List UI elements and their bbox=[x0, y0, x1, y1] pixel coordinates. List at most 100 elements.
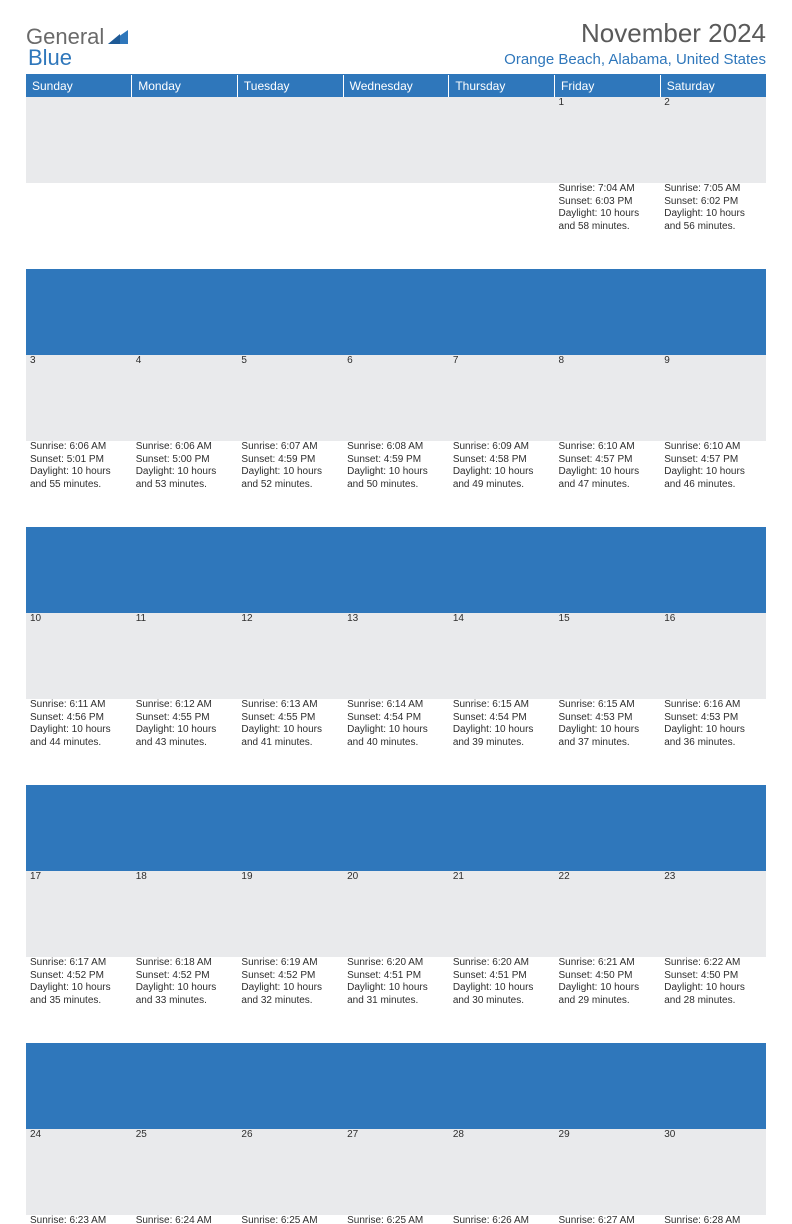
week-separator bbox=[26, 1043, 766, 1129]
day-cell: Sunrise: 6:23 AMSunset: 4:50 PMDaylight:… bbox=[26, 1215, 132, 1224]
daylight-text-2: and 31 minutes. bbox=[347, 995, 445, 1008]
calendar-body: 12Sunrise: 7:04 AMSunset: 6:03 PMDayligh… bbox=[26, 97, 766, 1224]
sunset-text: Sunset: 4:57 PM bbox=[664, 454, 762, 467]
daylight-text-2: and 29 minutes. bbox=[559, 995, 657, 1008]
day-cell: Sunrise: 7:04 AMSunset: 6:03 PMDaylight:… bbox=[555, 183, 661, 269]
day-cell bbox=[237, 183, 343, 269]
daylight-text-1: Daylight: 10 hours bbox=[30, 724, 128, 737]
day-number-row: 12 bbox=[26, 97, 766, 183]
sunrise-text: Sunrise: 6:23 AM bbox=[30, 1215, 128, 1224]
day-detail-row: Sunrise: 6:06 AMSunset: 5:01 PMDaylight:… bbox=[26, 441, 766, 527]
sunrise-text: Sunrise: 6:27 AM bbox=[559, 1215, 657, 1224]
daylight-text-2: and 32 minutes. bbox=[241, 995, 339, 1008]
day-cell: Sunrise: 6:22 AMSunset: 4:50 PMDaylight:… bbox=[660, 957, 766, 1043]
sunset-text: Sunset: 6:03 PM bbox=[559, 196, 657, 209]
daylight-text-2: and 41 minutes. bbox=[241, 737, 339, 750]
sunrise-text: Sunrise: 6:10 AM bbox=[664, 441, 762, 454]
day-number-cell: 9 bbox=[660, 355, 766, 441]
daylight-text-1: Daylight: 10 hours bbox=[559, 466, 657, 479]
daylight-text-2: and 37 minutes. bbox=[559, 737, 657, 750]
day-number-cell bbox=[237, 97, 343, 183]
day-cell: Sunrise: 6:20 AMSunset: 4:51 PMDaylight:… bbox=[449, 957, 555, 1043]
daylight-text-1: Daylight: 10 hours bbox=[559, 724, 657, 737]
calendar-page: General November 2024 Orange Beach, Alab… bbox=[0, 0, 792, 1224]
day-number-cell bbox=[343, 97, 449, 183]
day-cell: Sunrise: 6:17 AMSunset: 4:52 PMDaylight:… bbox=[26, 957, 132, 1043]
day-number-cell: 16 bbox=[660, 613, 766, 699]
logo-triangle-icon bbox=[108, 30, 128, 44]
day-number-cell: 14 bbox=[449, 613, 555, 699]
sunrise-text: Sunrise: 6:28 AM bbox=[664, 1215, 762, 1224]
daylight-text-1: Daylight: 10 hours bbox=[664, 208, 762, 221]
sunrise-text: Sunrise: 6:25 AM bbox=[241, 1215, 339, 1224]
sunrise-text: Sunrise: 6:26 AM bbox=[453, 1215, 551, 1224]
logo-text-blue: Blue bbox=[28, 45, 72, 71]
sunset-text: Sunset: 4:59 PM bbox=[241, 454, 339, 467]
sunset-text: Sunset: 4:55 PM bbox=[136, 712, 234, 725]
day-number-cell: 3 bbox=[26, 355, 132, 441]
daylight-text-1: Daylight: 10 hours bbox=[347, 724, 445, 737]
day-number-cell: 21 bbox=[449, 871, 555, 957]
day-number-cell: 6 bbox=[343, 355, 449, 441]
sunset-text: Sunset: 5:00 PM bbox=[136, 454, 234, 467]
day-cell: Sunrise: 6:21 AMSunset: 4:50 PMDaylight:… bbox=[555, 957, 661, 1043]
day-cell: Sunrise: 6:15 AMSunset: 4:54 PMDaylight:… bbox=[449, 699, 555, 785]
day-number-cell: 24 bbox=[26, 1129, 132, 1215]
daylight-text-2: and 30 minutes. bbox=[453, 995, 551, 1008]
sunrise-text: Sunrise: 7:05 AM bbox=[664, 183, 762, 196]
day-number-row: 17181920212223 bbox=[26, 871, 766, 957]
day-number-cell: 15 bbox=[555, 613, 661, 699]
sunset-text: Sunset: 6:02 PM bbox=[664, 196, 762, 209]
sunset-text: Sunset: 4:52 PM bbox=[241, 970, 339, 983]
sunrise-text: Sunrise: 6:13 AM bbox=[241, 699, 339, 712]
sunrise-text: Sunrise: 6:15 AM bbox=[559, 699, 657, 712]
day-number-row: 3456789 bbox=[26, 355, 766, 441]
sunrise-text: Sunrise: 6:12 AM bbox=[136, 699, 234, 712]
sunrise-text: Sunrise: 6:08 AM bbox=[347, 441, 445, 454]
day-cell: Sunrise: 6:15 AMSunset: 4:53 PMDaylight:… bbox=[555, 699, 661, 785]
day-cell: Sunrise: 6:24 AMSunset: 4:50 PMDaylight:… bbox=[132, 1215, 238, 1224]
sunset-text: Sunset: 4:54 PM bbox=[453, 712, 551, 725]
daylight-text-2: and 28 minutes. bbox=[664, 995, 762, 1008]
day-cell: Sunrise: 6:09 AMSunset: 4:58 PMDaylight:… bbox=[449, 441, 555, 527]
daylight-text-2: and 35 minutes. bbox=[30, 995, 128, 1008]
weekday-header: Thursday bbox=[449, 75, 555, 97]
sunrise-text: Sunrise: 6:20 AM bbox=[347, 957, 445, 970]
daylight-text-2: and 55 minutes. bbox=[30, 479, 128, 492]
day-number-cell: 5 bbox=[237, 355, 343, 441]
day-cell: Sunrise: 6:07 AMSunset: 4:59 PMDaylight:… bbox=[237, 441, 343, 527]
sunset-text: Sunset: 4:56 PM bbox=[30, 712, 128, 725]
day-detail-row: Sunrise: 6:17 AMSunset: 4:52 PMDaylight:… bbox=[26, 957, 766, 1043]
day-cell: Sunrise: 6:06 AMSunset: 5:00 PMDaylight:… bbox=[132, 441, 238, 527]
daylight-text-2: and 43 minutes. bbox=[136, 737, 234, 750]
day-number-cell: 19 bbox=[237, 871, 343, 957]
sunset-text: Sunset: 4:57 PM bbox=[559, 454, 657, 467]
daylight-text-1: Daylight: 10 hours bbox=[347, 982, 445, 995]
day-number-cell: 10 bbox=[26, 613, 132, 699]
day-cell: Sunrise: 6:10 AMSunset: 4:57 PMDaylight:… bbox=[660, 441, 766, 527]
day-number-cell: 12 bbox=[237, 613, 343, 699]
day-number-cell: 26 bbox=[237, 1129, 343, 1215]
day-cell: Sunrise: 6:28 AMSunset: 4:49 PMDaylight:… bbox=[660, 1215, 766, 1224]
daylight-text-1: Daylight: 10 hours bbox=[347, 466, 445, 479]
week-separator bbox=[26, 269, 766, 355]
sunrise-text: Sunrise: 6:20 AM bbox=[453, 957, 551, 970]
daylight-text-1: Daylight: 10 hours bbox=[30, 466, 128, 479]
header: General November 2024 Orange Beach, Alab… bbox=[26, 18, 766, 68]
day-cell: Sunrise: 6:12 AMSunset: 4:55 PMDaylight:… bbox=[132, 699, 238, 785]
daylight-text-1: Daylight: 10 hours bbox=[664, 724, 762, 737]
day-number-cell: 17 bbox=[26, 871, 132, 957]
sunrise-text: Sunrise: 6:18 AM bbox=[136, 957, 234, 970]
daylight-text-2: and 50 minutes. bbox=[347, 479, 445, 492]
day-number-cell: 30 bbox=[660, 1129, 766, 1215]
weekday-header: Saturday bbox=[660, 75, 766, 97]
daylight-text-1: Daylight: 10 hours bbox=[241, 982, 339, 995]
day-number-cell: 1 bbox=[555, 97, 661, 183]
weekday-header: Sunday bbox=[26, 75, 132, 97]
daylight-text-1: Daylight: 10 hours bbox=[136, 466, 234, 479]
sunrise-text: Sunrise: 6:16 AM bbox=[664, 699, 762, 712]
daylight-text-1: Daylight: 10 hours bbox=[30, 982, 128, 995]
daylight-text-1: Daylight: 10 hours bbox=[453, 466, 551, 479]
sunrise-text: Sunrise: 6:19 AM bbox=[241, 957, 339, 970]
day-detail-row: Sunrise: 6:11 AMSunset: 4:56 PMDaylight:… bbox=[26, 699, 766, 785]
